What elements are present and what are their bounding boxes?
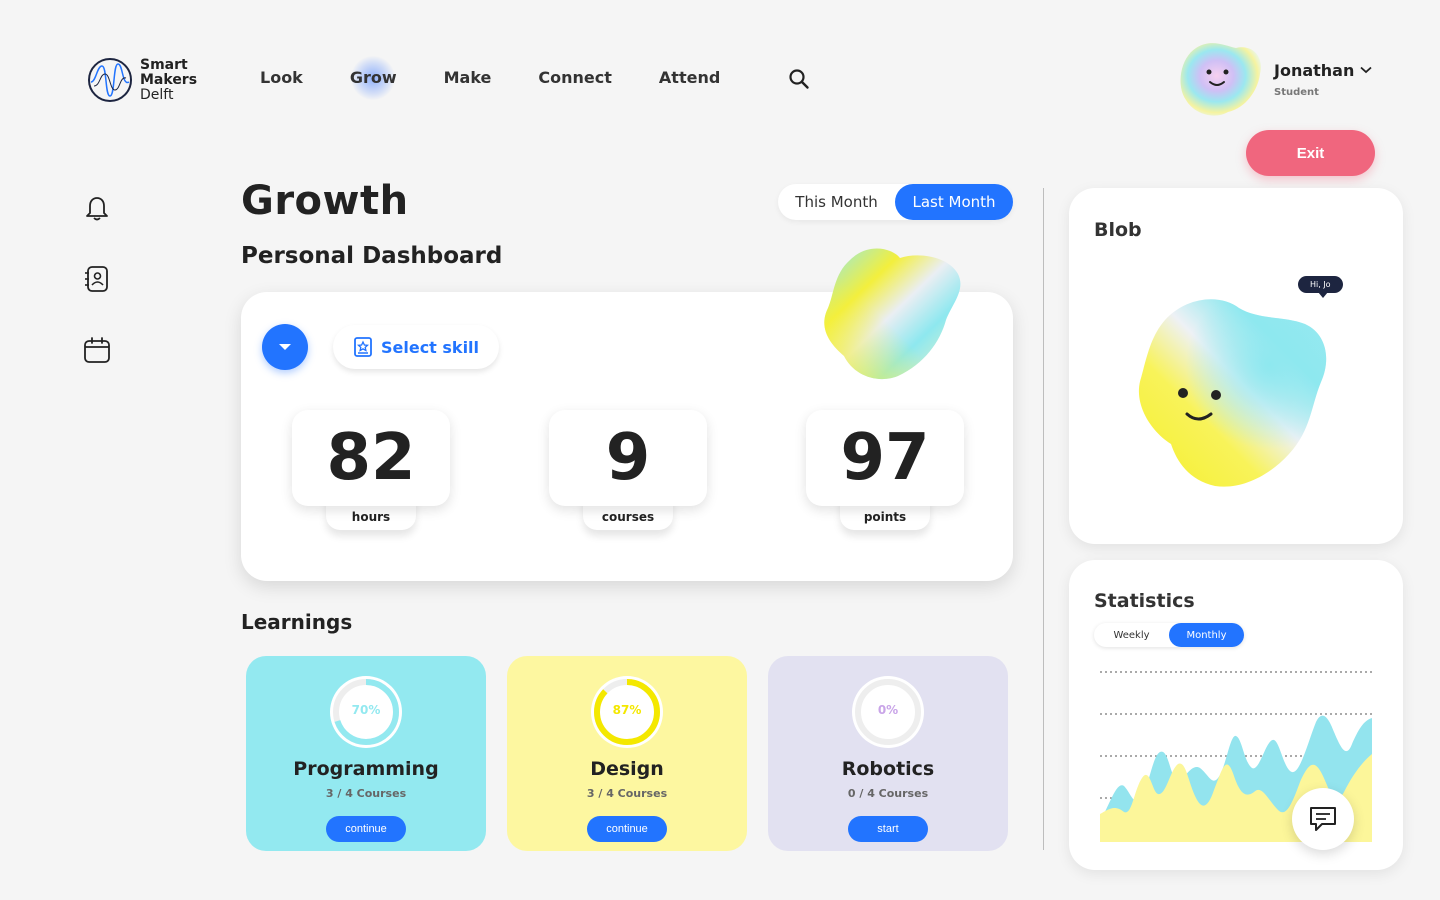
logo-icon bbox=[88, 58, 132, 102]
stat-value: 82 bbox=[292, 410, 450, 506]
progress-percent: 70% bbox=[351, 703, 381, 717]
learning-courses: 3 / 4 Courses bbox=[586, 787, 668, 800]
nav-grow[interactable]: Grow bbox=[349, 68, 397, 87]
stat-hours: hours 82 bbox=[292, 410, 450, 532]
progress-arc bbox=[333, 679, 399, 745]
stat-points: points 97 bbox=[806, 410, 964, 532]
nav-attend[interactable]: Attend bbox=[658, 68, 721, 87]
brand-name: Smart Makers Delft bbox=[140, 56, 198, 103]
progress-ring: 70% bbox=[328, 674, 404, 750]
user-profile[interactable]: Jonathan Student bbox=[1176, 38, 1372, 120]
select-skill-label: Select skill bbox=[380, 337, 480, 357]
learnings-title: Learnings bbox=[241, 610, 353, 634]
progress-arc bbox=[594, 679, 660, 745]
statistics-toggle: Weekly Monthly bbox=[1094, 623, 1244, 647]
nav-look[interactable]: Look bbox=[260, 68, 303, 87]
statistics-title: Statistics bbox=[1094, 590, 1195, 612]
learning-courses: 0 / 4 Courses bbox=[847, 787, 929, 800]
progress-ring: 87% bbox=[589, 674, 665, 750]
brand-line-3: Delft bbox=[140, 86, 174, 103]
chat-button[interactable] bbox=[1292, 788, 1354, 850]
chat-icon bbox=[1310, 807, 1336, 831]
learning-card-programming[interactable]: 70% Programming 3 / 4 Courses continue bbox=[246, 656, 486, 851]
learning-continue-button[interactable]: continue bbox=[326, 816, 406, 842]
stats-monthly[interactable]: Monthly bbox=[1169, 623, 1244, 647]
nav-make[interactable]: Make bbox=[443, 68, 492, 87]
skill-badge-icon bbox=[354, 337, 372, 357]
learning-name: Programming bbox=[293, 758, 439, 780]
period-toggle: This Month Last Month bbox=[778, 184, 1013, 220]
calendar-icon[interactable] bbox=[82, 335, 112, 365]
progress-ring: 0% bbox=[850, 674, 926, 750]
blob-speech-bubble: Hi, Jo bbox=[1298, 276, 1343, 298]
bell-icon[interactable] bbox=[82, 193, 112, 223]
stat-value: 97 bbox=[806, 410, 964, 506]
column-divider bbox=[1043, 188, 1044, 850]
skill-dropdown-button[interactable] bbox=[262, 324, 308, 370]
learning-continue-button[interactable]: continue bbox=[587, 816, 667, 842]
contacts-icon[interactable] bbox=[82, 264, 112, 294]
stat-value: 9 bbox=[549, 410, 707, 506]
blob-card: Blob Hi, Jo bbox=[1069, 188, 1403, 544]
stats-weekly[interactable]: Weekly bbox=[1113, 629, 1150, 641]
period-last-month[interactable]: Last Month bbox=[895, 184, 1013, 220]
nav-connect[interactable]: Connect bbox=[538, 68, 612, 87]
learning-name: Design bbox=[590, 758, 664, 780]
main-nav: Look Grow Make Connect Attend bbox=[260, 68, 720, 87]
learning-name: Robotics bbox=[841, 758, 935, 780]
exit-button[interactable]: Exit bbox=[1246, 130, 1375, 176]
user-role: Student bbox=[1274, 86, 1319, 98]
brand-logo[interactable]: Smart Makers Delft bbox=[86, 56, 197, 104]
blob-avatar[interactable] bbox=[1135, 290, 1335, 490]
learning-start-button[interactable]: start bbox=[848, 816, 928, 842]
user-name: Jonathan bbox=[1274, 60, 1355, 80]
brand-line-2: Makers bbox=[140, 71, 198, 88]
page-title: Growth bbox=[241, 178, 409, 224]
chevron-down-icon[interactable] bbox=[1360, 66, 1372, 74]
brand-line-1: Smart bbox=[140, 56, 188, 73]
profile-info: Jonathan Student bbox=[1274, 61, 1372, 98]
progress-percent: 87% bbox=[612, 703, 642, 717]
page-subtitle: Personal Dashboard bbox=[241, 243, 503, 269]
search-icon[interactable] bbox=[788, 68, 810, 90]
learning-card-design[interactable]: 87% Design 3 / 4 Courses continue bbox=[507, 656, 747, 851]
learning-courses: 3 / 4 Courses bbox=[325, 787, 407, 800]
profile-name-row[interactable]: Jonathan bbox=[1274, 61, 1372, 80]
select-skill-button[interactable]: Select skill bbox=[333, 325, 499, 369]
caret-down-icon bbox=[279, 344, 291, 350]
period-this-month[interactable]: This Month bbox=[795, 193, 878, 211]
learning-card-robotics[interactable]: 0% Robotics 0 / 4 Courses start bbox=[768, 656, 1008, 851]
stat-courses: courses 9 bbox=[549, 410, 707, 532]
blob-card-title: Blob bbox=[1094, 219, 1142, 241]
avatar[interactable] bbox=[1176, 38, 1264, 120]
blob-illustration bbox=[824, 248, 961, 380]
progress-percent: 0% bbox=[877, 703, 899, 717]
